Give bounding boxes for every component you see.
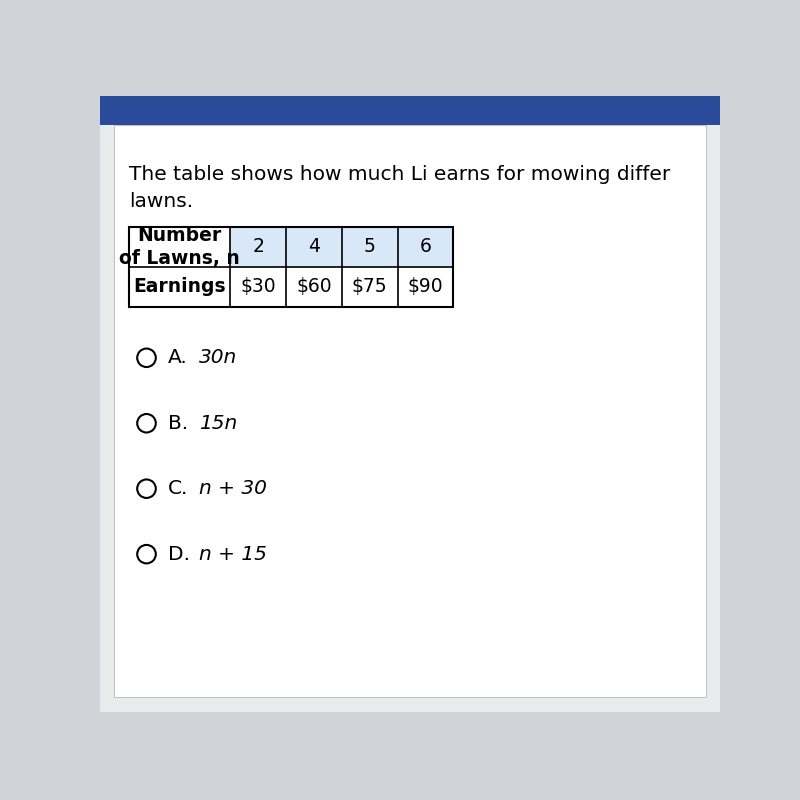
Text: Earnings: Earnings [134, 278, 226, 297]
Bar [398, 227, 454, 267]
Text: 2: 2 [252, 238, 264, 257]
Text: A.: A. [168, 348, 188, 367]
Text: 30n: 30n [199, 348, 238, 367]
Text: The table shows how much Li earns for mowing differ: The table shows how much Li earns for mo… [130, 166, 670, 184]
Text: C.: C. [168, 479, 189, 498]
Text: $90: $90 [408, 278, 443, 297]
Bar [100, 96, 720, 126]
Text: Number
of Lawns, n: Number of Lawns, n [119, 226, 240, 268]
Text: n + 15: n + 15 [199, 545, 267, 564]
Text: 6: 6 [419, 238, 431, 257]
Text: 5: 5 [364, 238, 376, 257]
Bar [342, 227, 398, 267]
Bar [230, 227, 286, 267]
Text: $30: $30 [240, 278, 276, 297]
Text: 4: 4 [308, 238, 320, 257]
Bar [286, 227, 342, 267]
Text: $60: $60 [296, 278, 332, 297]
Text: D.: D. [168, 545, 190, 564]
Text: lawns.: lawns. [130, 192, 194, 211]
Text: B.: B. [168, 414, 188, 433]
Text: $75: $75 [352, 278, 387, 297]
Text: 15n: 15n [199, 414, 238, 433]
Text: n + 30: n + 30 [199, 479, 267, 498]
Bar [130, 227, 454, 307]
